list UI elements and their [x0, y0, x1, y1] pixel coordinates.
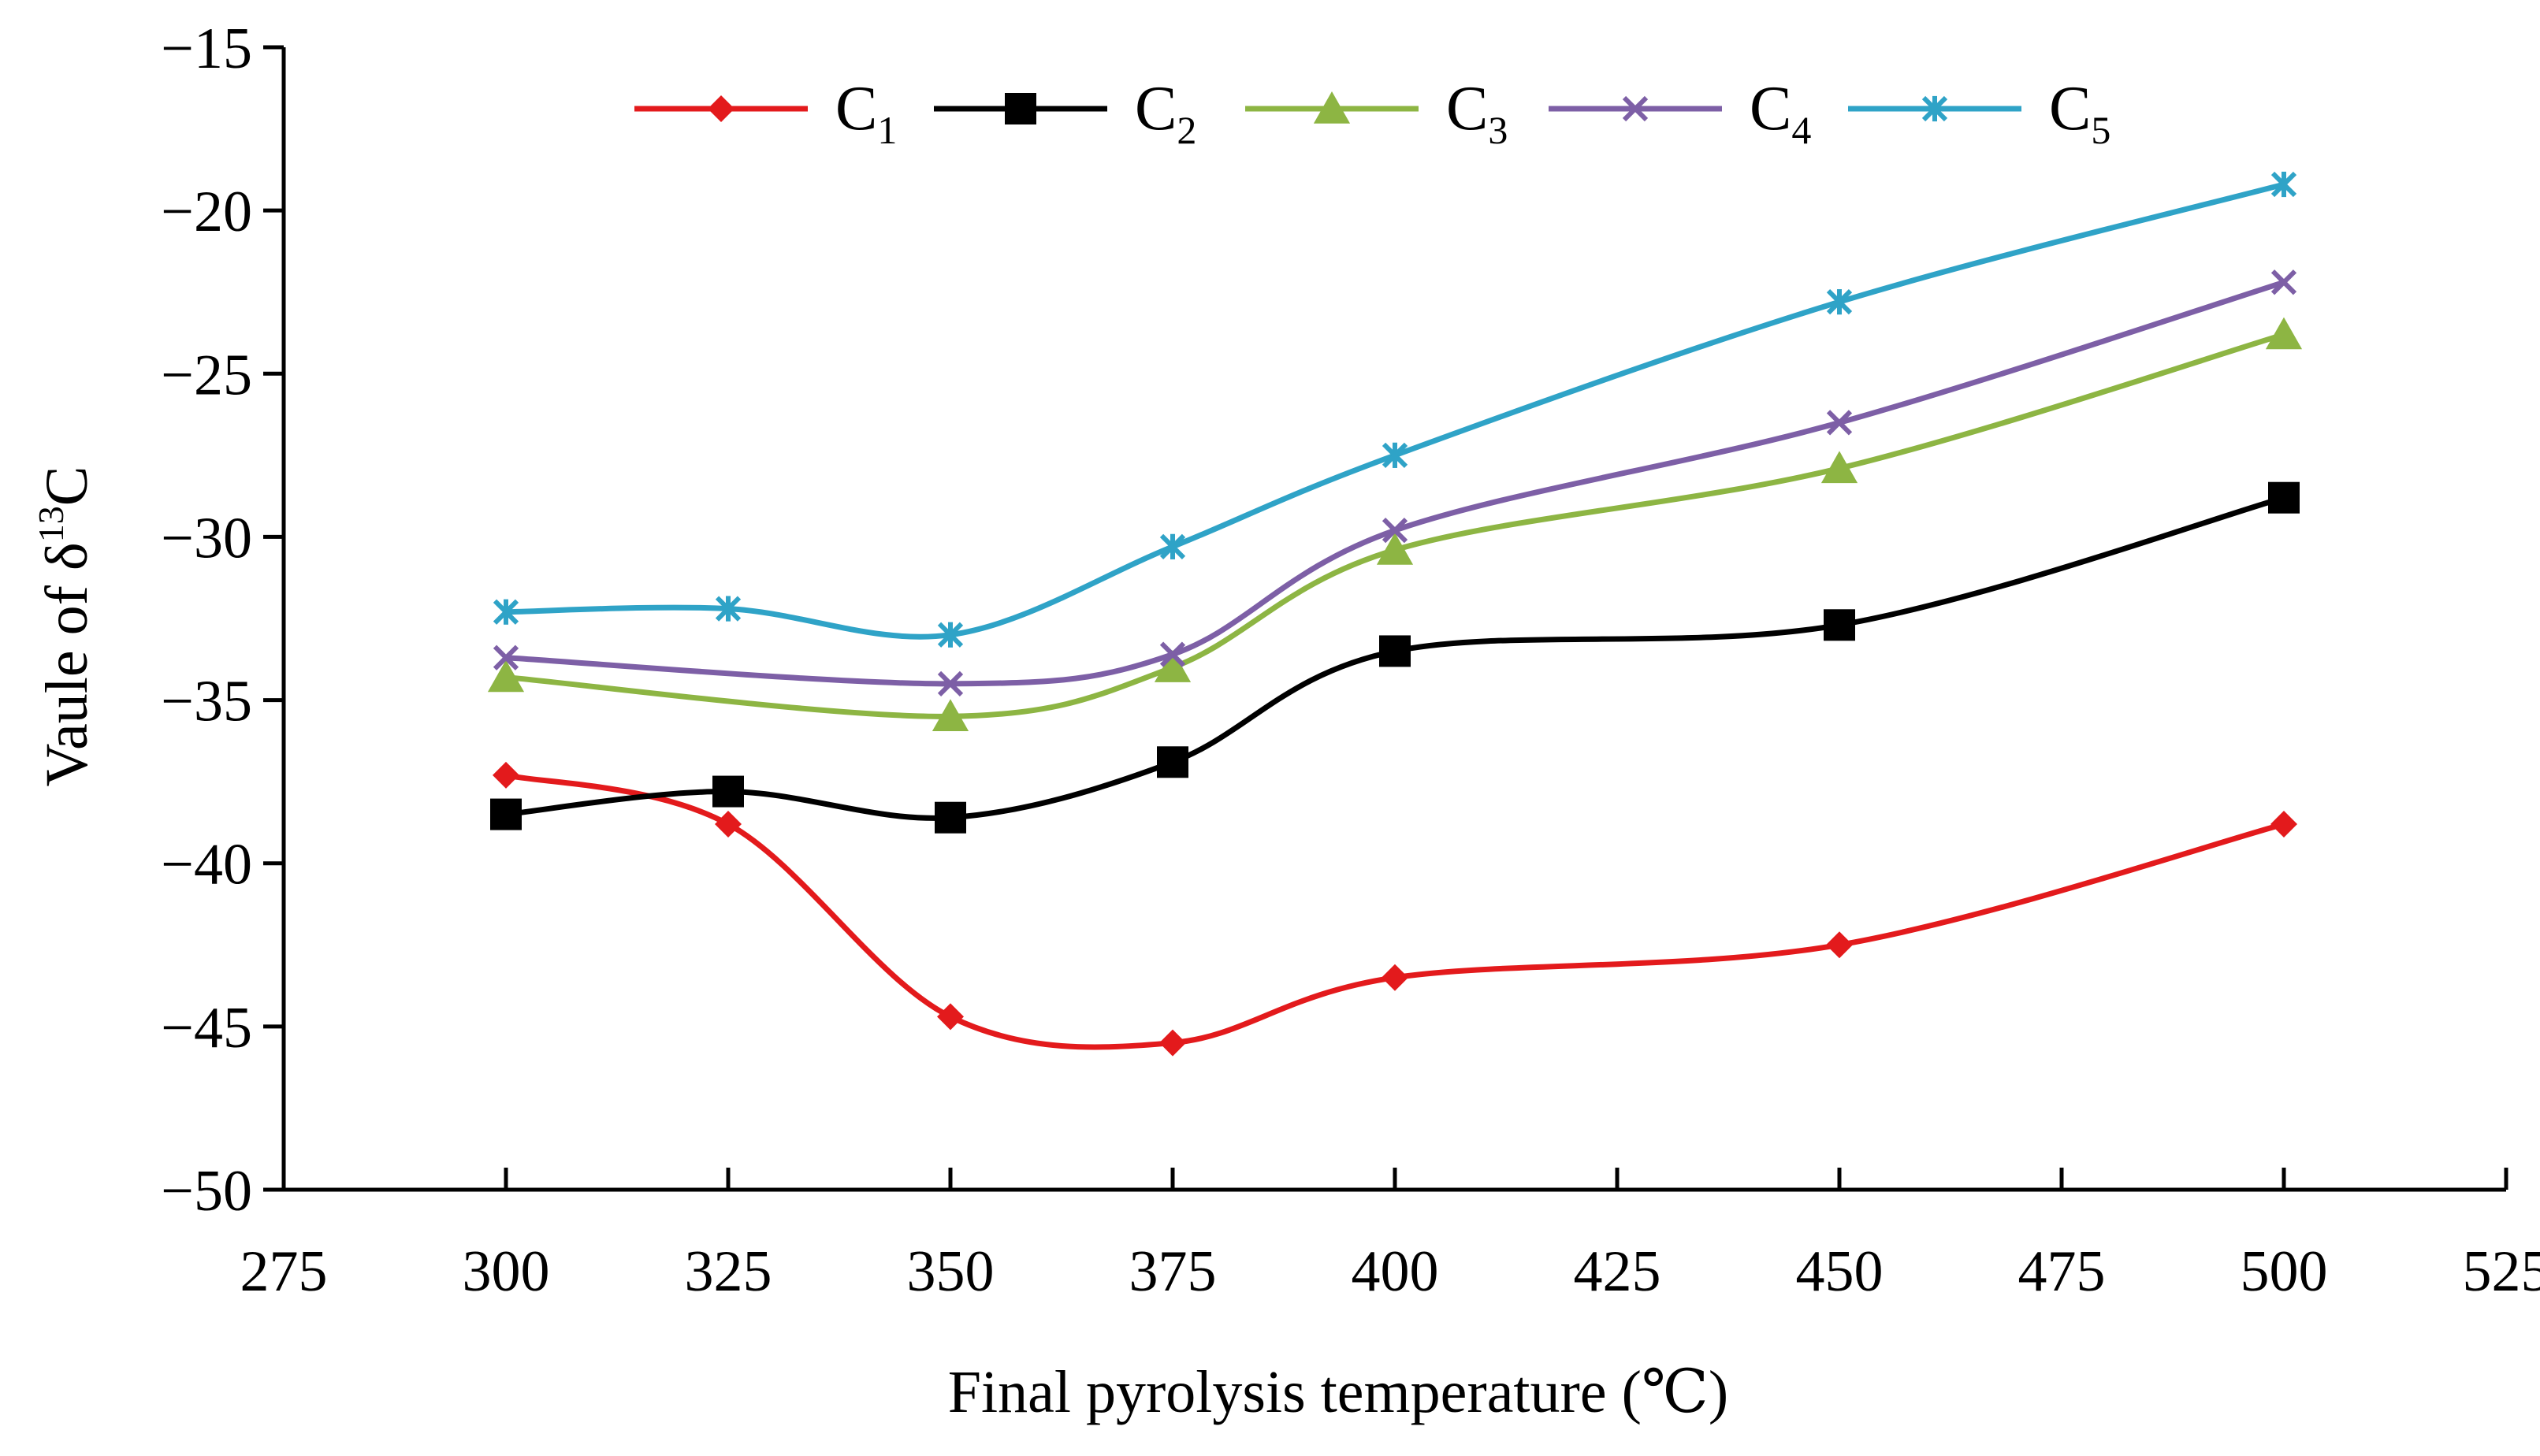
data-point: [1379, 635, 1411, 667]
legend-label-name: C: [1446, 74, 1488, 143]
legend-label: C5: [2049, 74, 2110, 152]
x-axis-title: Final pyrolysis temperature (℃): [948, 1359, 1728, 1425]
x-tick-label: 450: [1796, 1239, 1884, 1304]
legend-label-subscript: 5: [2091, 108, 2110, 152]
series-c3: [488, 318, 2302, 731]
data-point: [1159, 1030, 1186, 1057]
legend-swatch-marker: [708, 95, 734, 122]
legend-label-name: C: [2049, 74, 2091, 143]
data-point: [1824, 609, 1855, 641]
y-tick-label: −25: [161, 343, 252, 407]
y-axis-title: Vaule of δ13C: [31, 466, 100, 787]
legend-label-name: C: [835, 74, 877, 143]
legend-item-c2: C2: [934, 74, 1196, 152]
data-point: [937, 1003, 964, 1030]
legend-label-subscript: 2: [1177, 108, 1196, 152]
y-tick-label: −50: [161, 1159, 252, 1224]
data-point: [1382, 964, 1408, 991]
legend-label-subscript: 3: [1488, 108, 1508, 152]
data-point: [1826, 931, 1853, 958]
legend-item-c5: C5: [1848, 74, 2110, 152]
data-point: [2266, 318, 2302, 350]
data-point: [935, 802, 966, 834]
x-tick-label: 475: [2018, 1239, 2106, 1304]
legend-swatch-marker: [1005, 93, 1036, 124]
legend-item-c1: C1: [634, 74, 897, 152]
legend-label-name: C: [1135, 74, 1177, 143]
x-tick-label: 400: [1352, 1239, 1439, 1304]
x-tick-label: 325: [685, 1239, 772, 1304]
y-axis-title-prefix: Vaule of δ: [34, 542, 100, 786]
data-point: [1162, 534, 1184, 559]
data-point: [712, 776, 744, 808]
series-line: [506, 184, 2284, 637]
y-tick-label: −20: [161, 180, 252, 244]
x-tick-label: 350: [907, 1239, 995, 1304]
x-tick-label: 425: [1574, 1239, 1661, 1304]
legend-label: C4: [1750, 74, 1811, 152]
x-tick-label: 525: [2463, 1239, 2540, 1304]
data-point: [490, 799, 522, 830]
legend-label: C2: [1135, 74, 1196, 152]
x-tick-label: 500: [2241, 1239, 2328, 1304]
x-tick-label: 275: [240, 1239, 328, 1304]
legend-item-c3: C3: [1245, 74, 1508, 152]
series-line: [506, 775, 2284, 1047]
y-axis-title-suffix: C: [34, 466, 100, 507]
x-tick-label: 300: [463, 1239, 550, 1304]
y-axis-title-superscript: 13: [31, 506, 71, 542]
y-tick-label: −40: [161, 833, 252, 897]
data-point: [493, 762, 519, 789]
y-tick-label: −45: [161, 996, 252, 1060]
y-tick-label: −15: [161, 17, 252, 81]
series-c1: [493, 762, 2297, 1057]
data-point: [2268, 482, 2300, 514]
series-line: [506, 282, 2284, 684]
data-point: [715, 811, 742, 838]
legend-label: C3: [1446, 74, 1508, 152]
series-c4: [495, 271, 2295, 695]
y-tick-label: −30: [161, 506, 252, 570]
data-point: [2270, 811, 2297, 838]
x-tick-label: 375: [1129, 1239, 1217, 1304]
series-c5: [495, 172, 2295, 648]
legend-label-subscript: 1: [877, 108, 897, 152]
legend-label: C1: [835, 74, 897, 152]
legend-label-name: C: [1750, 74, 1791, 143]
series-group: [488, 172, 2302, 1057]
legend-label-subscript: 4: [1791, 108, 1811, 152]
data-point: [1157, 746, 1188, 778]
y-tick-label: −35: [161, 670, 252, 734]
legend-item-c4: C4: [1549, 74, 1811, 152]
